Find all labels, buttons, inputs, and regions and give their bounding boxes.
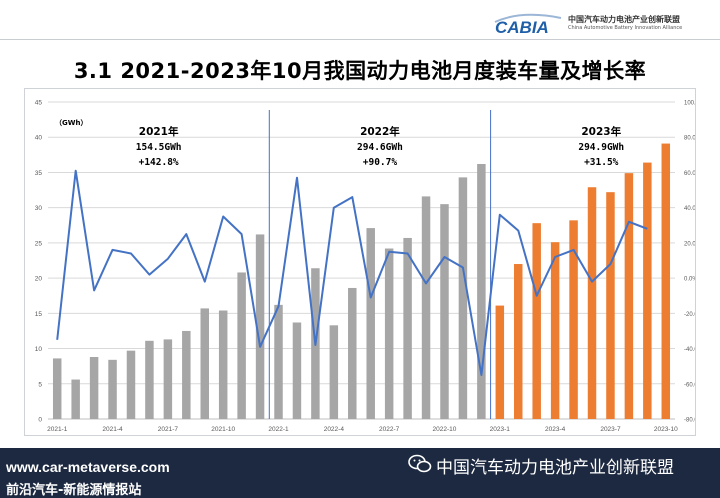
- footer-bar: www.car-metaverse.com 前沿汽车-新能源情报站 中国汽车动力…: [0, 448, 720, 498]
- org-name-cn: 中国汽车动力电池产业创新联盟: [568, 15, 680, 24]
- y-right-tick-label: -20.0%: [684, 312, 695, 318]
- bar: [329, 325, 339, 419]
- bar: [274, 304, 283, 419]
- bar: [182, 330, 191, 419]
- annotation-total: 294.6GWh: [357, 142, 403, 153]
- y-left-tick-label: 0: [38, 417, 42, 424]
- bar: [587, 187, 597, 419]
- y-right-tick-label: -80.0%: [684, 418, 695, 424]
- bar: [403, 237, 412, 419]
- x-tick-label: 2023-4: [545, 426, 566, 433]
- footer-subtitle: 前沿汽车-新能源情报站: [6, 483, 142, 498]
- bar: [108, 359, 117, 419]
- x-tick-label: 2022-4: [324, 426, 345, 433]
- bar: [477, 163, 486, 419]
- y-right-tick-label: 100.0%: [684, 101, 695, 107]
- bar: [255, 234, 265, 419]
- footer-url[interactable]: www.car-metaverse.com: [6, 459, 170, 475]
- annotation-total: 154.5GWh: [136, 142, 182, 153]
- bar: [292, 322, 302, 419]
- bar: [126, 350, 136, 419]
- y-left-tick-label: 20: [35, 276, 43, 283]
- bar: [145, 340, 154, 419]
- bar: [624, 173, 634, 419]
- bar: [89, 357, 99, 419]
- bar: [52, 358, 62, 419]
- org-name-en: China Automotive Battery Innovation Alli…: [568, 25, 683, 31]
- annotation-year: 2022年: [360, 125, 400, 138]
- x-tick-label: 2023-1: [490, 426, 511, 433]
- bar: [606, 192, 615, 419]
- x-tick-label: 2022-1: [268, 426, 289, 433]
- header-bar: CABIA 中国汽车动力电池产业创新联盟 China Automotive Ba…: [0, 0, 720, 40]
- annotation-year: 2023年: [581, 125, 621, 138]
- cabia-logo: CABIA: [494, 13, 562, 36]
- footer-org-name: 中国汽车动力电池产业创新联盟: [436, 458, 674, 478]
- y-left-tick-label: 45: [35, 100, 43, 107]
- x-tick-label: 2021-4: [102, 426, 123, 433]
- bar: [218, 310, 228, 419]
- y-right-tick-label: -60.0%: [684, 382, 695, 388]
- y-left-tick-label: 35: [35, 170, 43, 177]
- bar: [237, 272, 246, 419]
- bar: [495, 305, 505, 419]
- bar: [550, 242, 560, 419]
- bar: [440, 204, 449, 419]
- annotation-growth: +31.5%: [584, 157, 619, 168]
- y-left-unit-label: （GWh）: [55, 119, 87, 127]
- y-right-tick-label: 60.0%: [684, 171, 695, 177]
- growth-rate-line: [56, 169, 648, 376]
- bar: [163, 339, 173, 419]
- y-left-tick-label: 5: [38, 381, 42, 388]
- x-tick-label: 2021-10: [211, 426, 235, 433]
- x-tick-label: 2022-7: [379, 426, 400, 433]
- bar: [366, 228, 375, 419]
- annotation-growth: +90.7%: [363, 157, 398, 168]
- y-left-tick-label: 15: [35, 311, 43, 318]
- y-left-tick-label: 25: [35, 240, 43, 247]
- annotation-total: 294.9GWh: [578, 142, 624, 153]
- bar: [569, 220, 578, 419]
- y-right-tick-label: 0.0%: [684, 277, 695, 283]
- page-title: 3.1 2021-2023年10月我国动力电池月度装车量及增长率: [73, 59, 647, 83]
- bar: [661, 143, 671, 419]
- bar: [458, 177, 468, 419]
- wechat-icon: [408, 454, 432, 473]
- y-right-tick-label: 20.0%: [684, 241, 695, 247]
- x-tick-label: 2022-10: [433, 426, 457, 433]
- logo-text: CABIA: [495, 18, 549, 36]
- bar: [643, 162, 652, 419]
- annotation-year: 2021年: [139, 125, 179, 138]
- y-left-tick-label: 10: [35, 346, 43, 353]
- y-left-tick-label: 30: [35, 205, 43, 212]
- x-tick-label: 2023-10: [654, 426, 678, 433]
- annotation-growth: +142.8%: [139, 157, 179, 168]
- battery-install-chart: 0 5 10 15 20 25 30 35 40 45 -80.0% -60.0% -40.0% -20.…: [35, 100, 695, 434]
- chart-panel: 0 5 10 15 20 25 30 35 40 45 -80.0% -60.0% -40.0% -20.…: [24, 88, 696, 436]
- bar: [384, 248, 394, 419]
- bar: [514, 264, 523, 419]
- x-tick-label: 2023-7: [600, 426, 621, 433]
- y-right-tick-label: -40.0%: [684, 347, 695, 353]
- x-tick-label: 2021-7: [158, 426, 179, 433]
- bar: [348, 287, 357, 419]
- header-divider: [0, 39, 720, 40]
- x-tick-label: 2021-1: [47, 426, 68, 433]
- y-right-tick-label: 40.0%: [684, 206, 695, 212]
- y-right-tick-label: 80.0%: [684, 136, 695, 142]
- y-left-tick-label: 40: [35, 135, 43, 142]
- bar: [532, 223, 541, 419]
- bar: [200, 308, 209, 419]
- bar: [71, 379, 80, 419]
- bar: [421, 196, 431, 419]
